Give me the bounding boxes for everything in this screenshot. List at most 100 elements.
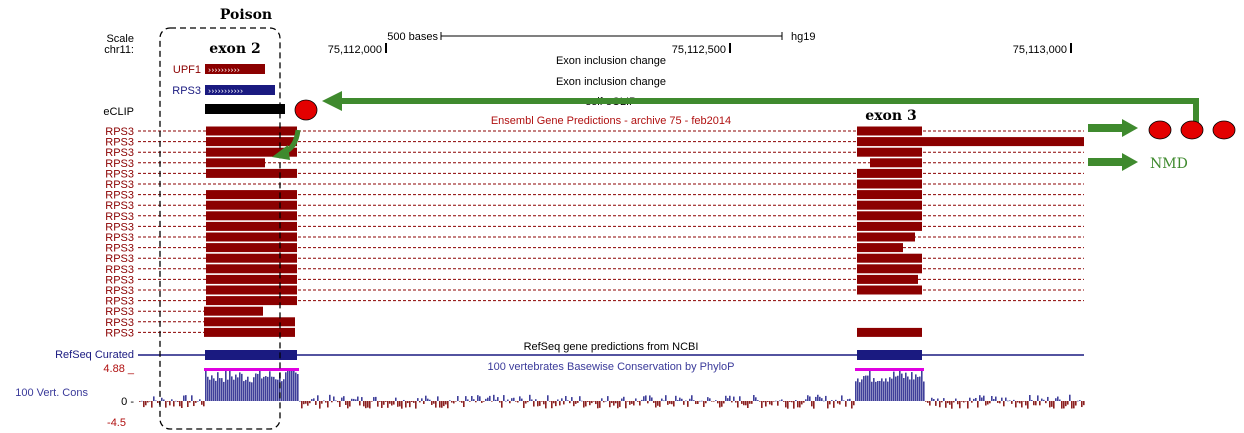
conservation-bar xyxy=(277,379,279,401)
conservation-bar xyxy=(461,401,463,403)
conservation-bar xyxy=(579,396,581,401)
conservation-bar xyxy=(765,401,767,407)
conservation-bar xyxy=(327,401,329,408)
conservation-bar xyxy=(189,401,191,403)
conservation-bar xyxy=(561,398,563,401)
conservation-bar xyxy=(697,401,699,405)
conservation-bar xyxy=(479,396,481,401)
conservation-bar xyxy=(565,395,567,401)
eclip-peak xyxy=(205,104,285,114)
refseq-exon-3 xyxy=(857,350,922,360)
conservation-bar xyxy=(413,401,415,403)
conservation-bar xyxy=(751,401,753,404)
conservation-bar xyxy=(165,401,167,408)
conservation-bar xyxy=(333,396,335,401)
conservation-bar xyxy=(1035,401,1037,406)
track-title: Exon inclusion change xyxy=(556,55,666,67)
conservation-bar xyxy=(155,400,157,402)
conservation-bar xyxy=(1017,401,1019,403)
transcript-label: RPS3 xyxy=(105,243,134,255)
conservation-bar xyxy=(667,401,669,405)
cons-zero-label: 0 - xyxy=(121,396,134,408)
exon-block xyxy=(857,285,922,295)
position-tick xyxy=(385,43,387,53)
conservation-bar xyxy=(341,397,343,401)
conservation-bar xyxy=(915,374,917,401)
conservation-bar xyxy=(607,396,609,401)
conservation-bar xyxy=(665,395,667,401)
conservation-bar xyxy=(1039,401,1041,406)
conservation-bar xyxy=(737,401,739,408)
conservation-bar xyxy=(149,401,151,402)
position-tick-label: 75,113,000 xyxy=(1013,44,1067,56)
poison-label: Poison xyxy=(220,7,272,23)
conservation-bar xyxy=(353,398,355,401)
conservation-bar xyxy=(313,398,315,401)
conservation-bar xyxy=(513,397,515,401)
conservation-bar xyxy=(389,401,391,404)
cons-ymin-label: -4.5 xyxy=(107,417,126,429)
conservation-bar xyxy=(905,372,907,401)
conservation-bar xyxy=(551,401,553,409)
conservation-bar xyxy=(679,397,681,401)
conservation-bar xyxy=(483,401,485,402)
transcript-row: RPS3 xyxy=(105,264,1084,276)
conservation-bar xyxy=(229,370,231,401)
conservation-bar xyxy=(359,401,361,406)
conservation-bar xyxy=(769,401,771,405)
transcript-row: RPS3 xyxy=(105,211,1084,223)
conservation-bar xyxy=(965,401,967,402)
conservation-bar xyxy=(253,377,255,401)
conservation-bar xyxy=(467,399,469,401)
track-title: Exon inclusion change xyxy=(556,76,666,88)
conservation-bar xyxy=(949,401,951,405)
conservation-bar xyxy=(203,401,205,407)
transcript-row: RPS3 xyxy=(105,179,1084,191)
conservation-bar xyxy=(779,400,781,402)
position-tick-label: 75,112,500 xyxy=(672,44,726,56)
conservation-bar xyxy=(465,396,467,401)
conservation-bar xyxy=(361,397,363,401)
conservation-bar xyxy=(725,395,727,401)
conservation-bar xyxy=(861,379,863,401)
conservation-bar xyxy=(537,401,539,407)
exon-block xyxy=(206,158,265,168)
conservation-bar xyxy=(563,401,565,405)
conservation-bar xyxy=(645,395,647,401)
conservation-bar xyxy=(209,379,211,401)
conservation-bar xyxy=(485,398,487,401)
refseq-exon-2 xyxy=(205,350,297,360)
conservation-bar xyxy=(559,401,561,406)
conservation-bar xyxy=(431,401,433,405)
exon-block xyxy=(857,126,922,136)
rps3-feature xyxy=(205,85,275,95)
conservation-bar xyxy=(399,401,401,407)
conservation-bar xyxy=(845,401,847,407)
transcript-label: RPS3 xyxy=(105,200,134,212)
conservation-bar xyxy=(535,399,537,401)
transcript-row: RPS3 xyxy=(105,168,1084,180)
conservation-bar xyxy=(241,373,243,401)
exon-block xyxy=(857,211,922,221)
title-backdrop xyxy=(300,115,950,127)
conservation-bar xyxy=(385,401,387,402)
conservation-bar xyxy=(809,396,811,401)
conservation-bar xyxy=(511,398,513,401)
ribosome-icon xyxy=(294,99,318,121)
conservation-bar xyxy=(899,370,901,401)
conservation-bar xyxy=(943,398,945,401)
conservation-bar xyxy=(787,401,789,409)
conservation-bar xyxy=(699,400,701,402)
conservation-bar xyxy=(295,372,297,401)
transcript-row: RPS3 xyxy=(105,147,1084,159)
conservation-bar xyxy=(819,396,821,401)
conservation-bar xyxy=(555,401,557,407)
transcript-row: RPS3 xyxy=(105,285,1084,297)
translation-arrow xyxy=(1088,119,1138,137)
conservation-bar xyxy=(321,401,323,404)
ribosome-icon xyxy=(1148,120,1172,140)
conservation-bar xyxy=(553,401,555,404)
exon-block xyxy=(857,232,915,242)
conservation-bar xyxy=(525,401,527,404)
conservation-bar xyxy=(831,400,833,401)
